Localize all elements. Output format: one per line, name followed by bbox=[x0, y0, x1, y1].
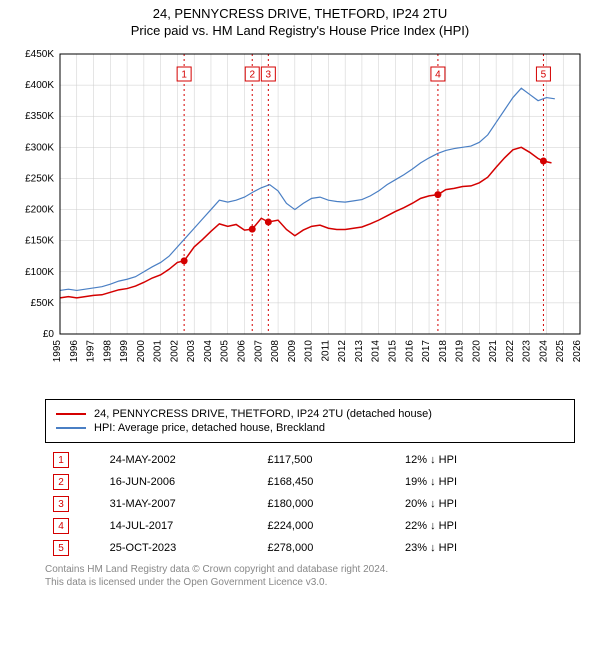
y-tick-label: £300K bbox=[25, 142, 54, 153]
sale-marker-number: 2 bbox=[249, 70, 255, 81]
x-tick-label: 2009 bbox=[287, 340, 298, 363]
sale-date: 16-JUN-2006 bbox=[102, 471, 260, 493]
x-tick-label: 2023 bbox=[522, 340, 533, 363]
x-tick-label: 2005 bbox=[220, 340, 231, 363]
sale-index-badge: 1 bbox=[53, 452, 69, 468]
sale-date: 31-MAY-2007 bbox=[102, 493, 260, 515]
sale-hpi-delta: 12% ↓ HPI bbox=[397, 449, 565, 471]
x-tick-label: 2010 bbox=[304, 340, 315, 363]
table-row: 5 25-OCT-2023£278,00023% ↓ HPI bbox=[45, 537, 565, 559]
x-tick-label: 1995 bbox=[52, 340, 63, 363]
legend-item: 24, PENNYCRESS DRIVE, THETFORD, IP24 2TU… bbox=[56, 408, 564, 420]
x-tick-label: 2004 bbox=[203, 340, 214, 363]
footer-line1: Contains HM Land Registry data © Crown c… bbox=[45, 563, 575, 576]
report-title: 24, PENNYCRESS DRIVE, THETFORD, IP24 2TU bbox=[0, 6, 600, 21]
x-tick-label: 2020 bbox=[471, 340, 482, 363]
x-tick-label: 2016 bbox=[404, 340, 415, 363]
y-tick-label: £200K bbox=[25, 205, 54, 216]
x-tick-label: 2007 bbox=[253, 340, 264, 363]
x-tick-label: 2002 bbox=[169, 340, 180, 363]
sale-marker-number: 4 bbox=[435, 70, 441, 81]
sale-date: 25-OCT-2023 bbox=[102, 537, 260, 559]
sale-index-badge: 4 bbox=[53, 518, 69, 534]
sale-hpi-delta: 20% ↓ HPI bbox=[397, 493, 565, 515]
x-tick-label: 2006 bbox=[237, 340, 248, 363]
price-chart: £0 £50K £100K £150K £200K £250K £300K £350K £400… bbox=[0, 44, 600, 384]
sale-index-badge: 5 bbox=[53, 540, 69, 556]
y-tick-label: £100K bbox=[25, 267, 54, 278]
table-row: 2 16-JUN-2006£168,45019% ↓ HPI bbox=[45, 471, 565, 493]
y-tick-label: £350K bbox=[25, 111, 54, 122]
sale-marker-number: 1 bbox=[181, 70, 187, 81]
sale-hpi-delta: 19% ↓ HPI bbox=[397, 471, 565, 493]
sale-price: £278,000 bbox=[259, 537, 397, 559]
y-tick-label: £150K bbox=[25, 236, 54, 247]
x-tick-label: 1996 bbox=[69, 340, 80, 363]
y-tick-label: £400K bbox=[25, 80, 54, 91]
x-tick-label: 2003 bbox=[186, 340, 197, 363]
x-tick-label: 2021 bbox=[488, 340, 499, 363]
legend-box: 24, PENNYCRESS DRIVE, THETFORD, IP24 2TU… bbox=[45, 399, 575, 443]
footer-attribution: Contains HM Land Registry data © Crown c… bbox=[45, 563, 575, 589]
sale-hpi-delta: 22% ↓ HPI bbox=[397, 515, 565, 537]
chart-wrapper: £0 £50K £100K £150K £200K £250K £300K £350K £400… bbox=[0, 44, 600, 389]
x-tick-label: 2011 bbox=[320, 340, 331, 362]
sale-index-badge: 2 bbox=[53, 474, 69, 490]
x-tick-label: 2017 bbox=[421, 340, 432, 363]
sale-hpi-delta: 23% ↓ HPI bbox=[397, 537, 565, 559]
y-tick-label: £0 bbox=[43, 329, 55, 340]
report-subtitle: Price paid vs. HM Land Registry's House … bbox=[0, 23, 600, 38]
table-row: 1 24-MAY-2002£117,50012% ↓ HPI bbox=[45, 449, 565, 471]
legend-swatch bbox=[56, 413, 86, 415]
x-tick-label: 2001 bbox=[153, 340, 164, 363]
sale-index-badge: 3 bbox=[53, 496, 69, 512]
sale-price: £180,000 bbox=[259, 493, 397, 515]
sales-table: 1 24-MAY-2002£117,50012% ↓ HPI 2 16-JUN-200… bbox=[45, 449, 565, 559]
footer-line2: This data is licensed under the Open Gov… bbox=[45, 576, 575, 589]
x-tick-label: 2008 bbox=[270, 340, 281, 363]
legend-label: HPI: Average price, detached house, Brec… bbox=[94, 422, 325, 434]
report-container: 24, PENNYCRESS DRIVE, THETFORD, IP24 2TU… bbox=[0, 6, 600, 589]
x-tick-label: 2012 bbox=[337, 340, 348, 363]
x-tick-label: 1998 bbox=[102, 340, 113, 363]
sale-price: £117,500 bbox=[259, 449, 397, 471]
x-tick-label: 2024 bbox=[538, 340, 549, 363]
legend-item: HPI: Average price, detached house, Brec… bbox=[56, 422, 564, 434]
x-tick-label: 2015 bbox=[387, 340, 398, 363]
sale-price: £168,450 bbox=[259, 471, 397, 493]
x-tick-label: 2014 bbox=[371, 340, 382, 363]
x-tick-label: 2000 bbox=[136, 340, 147, 363]
x-tick-label: 1997 bbox=[86, 340, 97, 363]
y-tick-label: £250K bbox=[25, 173, 54, 184]
y-tick-label: £50K bbox=[31, 298, 55, 309]
table-row: 4 14-JUL-2017£224,00022% ↓ HPI bbox=[45, 515, 565, 537]
x-tick-label: 2026 bbox=[572, 340, 583, 363]
x-tick-label: 1999 bbox=[119, 340, 130, 363]
table-row: 3 31-MAY-2007£180,00020% ↓ HPI bbox=[45, 493, 565, 515]
x-tick-label: 2025 bbox=[555, 340, 566, 363]
legend-swatch bbox=[56, 427, 86, 428]
x-tick-label: 2013 bbox=[354, 340, 365, 363]
x-tick-label: 2018 bbox=[438, 340, 449, 363]
sale-date: 14-JUL-2017 bbox=[102, 515, 260, 537]
y-tick-label: £450K bbox=[25, 49, 54, 60]
x-tick-label: 2019 bbox=[455, 340, 466, 363]
sale-marker-number: 5 bbox=[541, 70, 547, 81]
sale-price: £224,000 bbox=[259, 515, 397, 537]
sale-marker-number: 3 bbox=[266, 70, 272, 81]
sale-date: 24-MAY-2002 bbox=[102, 449, 260, 471]
legend-label: 24, PENNYCRESS DRIVE, THETFORD, IP24 2TU… bbox=[94, 408, 432, 420]
x-tick-label: 2022 bbox=[505, 340, 516, 363]
